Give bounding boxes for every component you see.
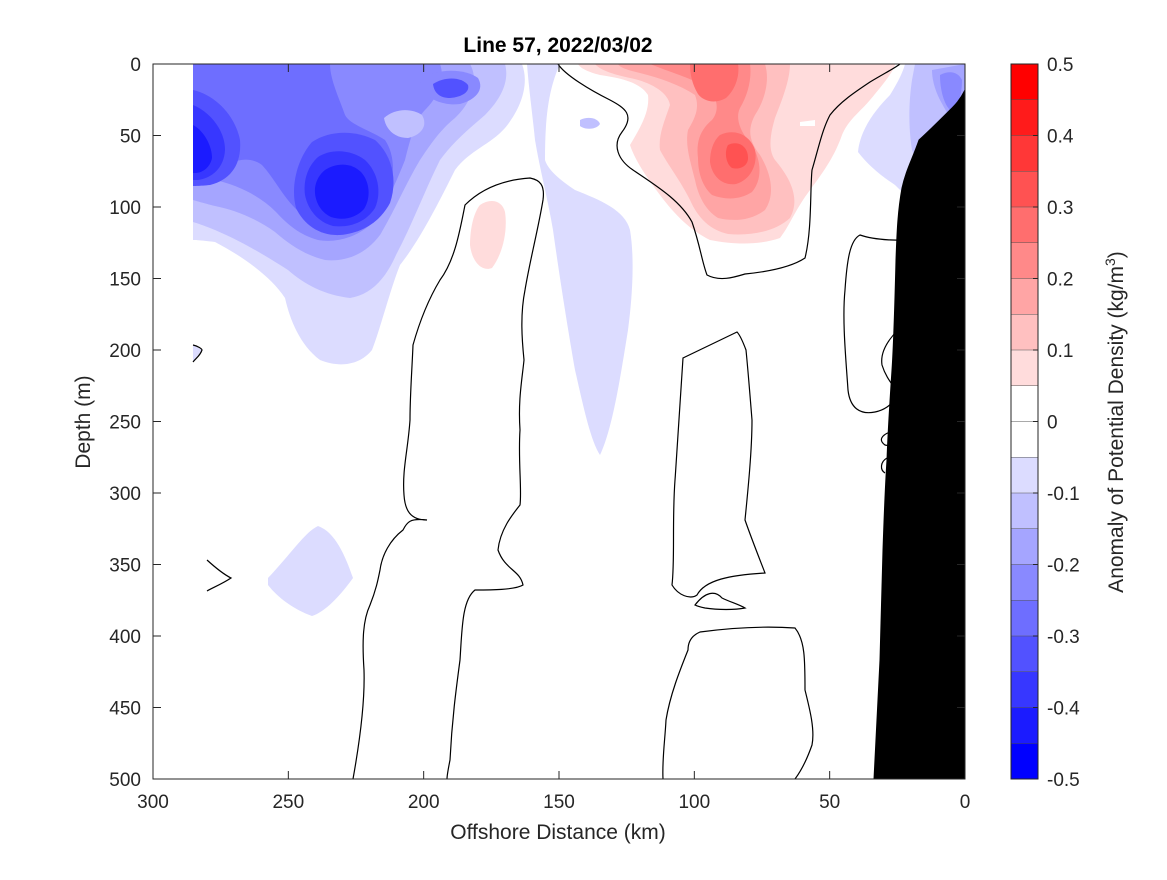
anomaly-fill-neg-0.05-deep2 [193, 345, 202, 362]
colorbar-band [1011, 278, 1038, 315]
contour-line [192, 344, 203, 363]
y-tick-label: 150 [109, 270, 141, 291]
colorbar-band [1011, 743, 1038, 779]
bathymetry-seafloor [873, 89, 965, 779]
colorbar-band [1011, 350, 1038, 386]
y-tick-label: 50 [120, 127, 141, 148]
chart-title: Line 57, 2022/03/02 [463, 34, 652, 57]
anomaly-fills [193, 64, 965, 616]
anomaly-fill-neg-0.05-e [580, 117, 600, 129]
x-axis-label: Offshore Distance (km) [450, 821, 666, 844]
colorbar-label-superscript: 3 [1102, 258, 1118, 266]
colorbar-band [1011, 564, 1038, 601]
y-tick-label: 250 [109, 413, 141, 434]
plot-content [192, 64, 965, 779]
colorbar [1011, 64, 1038, 779]
colorbar-tick-label: 0 [1047, 413, 1058, 434]
anomaly-fill-neg-0.30-c [433, 78, 469, 98]
colorbar-tick-label: 0.3 [1047, 198, 1073, 219]
colorbar-tick-label: -0.2 [1047, 556, 1080, 577]
contour-line [557, 64, 901, 280]
colorbar-band [1011, 493, 1038, 529]
colorbar-tick-label: 0.1 [1047, 341, 1073, 362]
colorbar-tick-label: 0.5 [1047, 55, 1073, 76]
colorbar-label-close: ) [1105, 251, 1128, 258]
y-tick-label: 500 [109, 770, 141, 791]
zero-contours [192, 64, 933, 779]
contour-line [843, 234, 933, 414]
x-tick-label: 200 [408, 792, 440, 813]
colorbar-band [1011, 421, 1038, 458]
colorbar-band [1011, 600, 1038, 636]
anomaly-fill-neg-0.40-b [314, 164, 369, 219]
y-tick-label: 0 [130, 55, 141, 76]
colorbar-ticks: 0.5 0.4 0.3 0.2 0.1 0 -0.1 -0.2 -0.3 -0.4 -0.5 [1033, 55, 1080, 791]
colorbar-band [1011, 457, 1038, 493]
colorbar-band [1011, 171, 1038, 207]
x-axis: 300 250 200 150 100 50 0 [137, 64, 970, 813]
colorbar-label: Anomaly of Potential Density (kg/m3) [1102, 251, 1128, 593]
colorbar-band [1011, 207, 1038, 243]
x-tick-label: 300 [137, 792, 169, 813]
y-axis: 0 50 100 150 200 250 300 350 400 450 500 [109, 55, 965, 791]
contour-line [694, 592, 747, 611]
colorbar-tick-label: -0.4 [1047, 699, 1080, 720]
x-tick-label: 250 [272, 792, 304, 813]
colorbar-tick-label: 0.2 [1047, 270, 1073, 291]
colorbar-band [1011, 99, 1038, 136]
anomaly-fill-pos-0.30 [725, 143, 748, 169]
colorbar-band [1011, 385, 1038, 422]
x-tick-label: 0 [960, 792, 971, 813]
anomaly-fill-neg-0.05-trough [527, 64, 633, 455]
y-axis-label: Depth (m) [72, 375, 95, 468]
anomaly-fill-neg-0.20-coast [940, 72, 962, 110]
contour-line [880, 457, 888, 474]
colorbar-tick-label: -0.5 [1047, 770, 1080, 791]
y-tick-label: 200 [109, 341, 141, 362]
colorbar-band [1011, 242, 1038, 279]
anomaly-fill-neg-0.10-d [384, 110, 425, 138]
colorbar-band [1011, 636, 1038, 672]
colorbar-band [1011, 64, 1038, 100]
colorbar-tick-label: 0.4 [1047, 127, 1074, 148]
colorbar-label-main: Anomaly of Potential Density (kg/m [1105, 266, 1128, 593]
y-tick-label: 350 [109, 556, 141, 577]
colorbar-band [1011, 707, 1038, 744]
x-tick-label: 100 [678, 792, 710, 813]
colorbar-band [1011, 671, 1038, 708]
anomaly-fill-pos-0.25 [690, 64, 739, 102]
colorbar-band [1011, 528, 1038, 565]
bathymetry-slope-upper [953, 90, 965, 112]
contour-line [662, 626, 814, 779]
contour-line [352, 177, 545, 779]
y-tick-label: 300 [109, 484, 141, 505]
anomaly-fill-neg-0.05-deep1 [268, 526, 353, 616]
colorbar-tick-label: -0.3 [1047, 627, 1080, 648]
contour-line [671, 331, 766, 598]
anomaly-fill-pos-0.05-b [470, 200, 506, 269]
colorbar-band [1011, 135, 1038, 172]
y-tick-label: 100 [109, 198, 141, 219]
colorbar-band [1011, 314, 1038, 350]
y-tick-label: 450 [109, 699, 141, 720]
colorbar-tick-label: -0.1 [1047, 484, 1080, 505]
x-tick-label: 150 [543, 792, 575, 813]
y-tick-label: 400 [109, 627, 141, 648]
x-tick-label: 50 [819, 792, 840, 813]
anomaly-fill-white-gap [800, 120, 815, 126]
anomaly-fill-neg-0.40 [193, 125, 212, 173]
contour-line [206, 559, 233, 592]
